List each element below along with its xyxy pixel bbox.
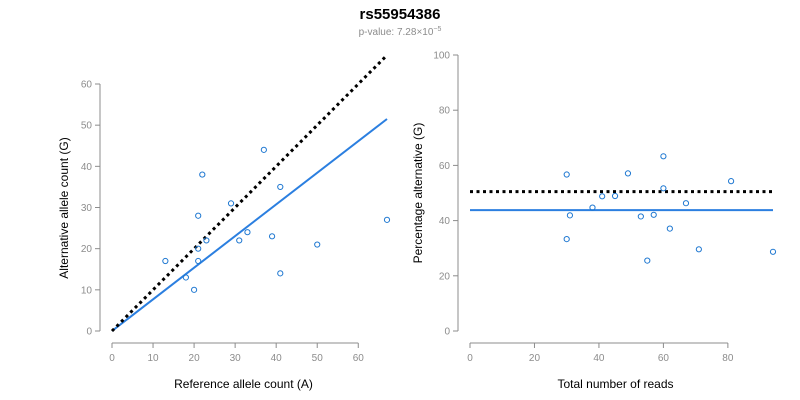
data-point [227,200,235,207]
x-axis-label: Reference allele count (A) [174,377,313,391]
data-point [599,193,606,200]
data-point [190,286,198,293]
regression-line [111,118,388,332]
data-point [203,237,210,244]
y-tick-label: 60 [81,80,93,91]
data-point [660,185,667,192]
data-point [769,248,777,255]
y-tick-label: 30 [81,203,93,214]
data-point [195,212,202,219]
x-tick-label: 60 [353,353,365,364]
data-point [314,241,321,248]
data-point [563,171,570,178]
x-tick-label: 0 [467,353,473,364]
data-point [727,178,735,185]
data-point [644,257,651,264]
y-tick-label: 100 [433,51,450,62]
y-tick-label: 0 [444,327,450,338]
data-point [666,225,673,232]
x-tick-label: 40 [271,353,283,364]
y-tick-label: 50 [81,121,93,132]
y-tick-label: 40 [81,162,93,173]
x-tick-label: 40 [593,353,605,364]
data-point [277,270,284,277]
y-tick-label: 0 [86,327,92,338]
left-scatter-panel: 0 10 20 30 40 50 60 0 10 20 30 40 50 60 Reference alle… [57,54,391,391]
right-scatter-panel: 0 20 40 60 80 0 20 40 60 80 100 Total number of rea… [411,51,777,391]
data-point [637,213,644,220]
data-point [162,257,169,265]
data-point [611,192,619,200]
p-value-prefix: p-value: 7.28 [359,27,417,38]
data-point [260,146,267,153]
x-tick-label: 10 [147,353,159,364]
data-point [199,171,206,178]
data-point [195,257,202,265]
p-value-base: 10 [422,27,434,38]
p-value-times: × [416,27,422,38]
data-point [563,235,570,243]
data-point [695,246,702,253]
data-point [660,153,667,160]
x-tick-label: 20 [189,353,201,364]
x-tick-label: 60 [658,353,670,364]
x-axis-label: Total number of reads [557,377,673,391]
y-tick-label: 10 [81,285,93,296]
reference-line [110,54,389,333]
x-tick-label: 30 [230,353,242,364]
data-point [236,237,243,244]
data-point [195,245,202,252]
data-point [682,200,690,207]
x-tick-label: 50 [312,353,324,364]
y-axis-label: Alternative allele count (G) [57,137,71,278]
data-point [650,211,657,218]
data-point [182,274,189,281]
chart-title: rs55954386 [360,6,441,23]
y-tick-label: 20 [81,244,93,255]
data-point [268,233,276,240]
p-value-exponent: −5 [433,26,441,33]
data-point [244,229,251,236]
p-value-subtitle: p-value: 7.28×10−5 [359,26,442,38]
data-point [383,216,391,223]
y-axis-label: Percentage alternative (G) [411,123,425,264]
y-tick-label: 20 [439,271,451,282]
y-tick-label: 40 [439,216,451,227]
data-point [624,170,632,177]
data-point [589,204,596,211]
x-tick-label: 80 [722,353,734,364]
y-tick-label: 80 [439,106,451,117]
data-point [566,212,574,219]
y-tick-label: 60 [439,161,451,172]
x-tick-label: 20 [529,353,541,364]
x-tick-label: 0 [109,353,115,364]
data-point [277,183,284,191]
